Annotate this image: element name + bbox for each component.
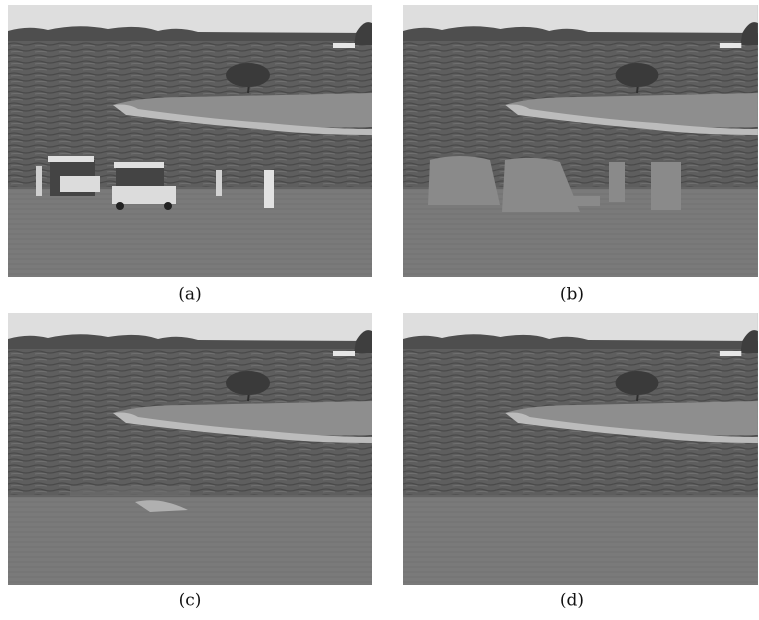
- page: (a) (b) (c) (d) (() => { const data = JS…: [0, 0, 759, 616]
- caption: (c): [179, 591, 202, 611]
- caption: (a): [178, 285, 201, 305]
- photo: [8, 5, 372, 277]
- panel-d: (d): [403, 313, 758, 611]
- photo: [8, 313, 372, 585]
- caption: (b): [560, 285, 584, 305]
- panel-a: (a): [8, 5, 372, 305]
- photo: [403, 313, 758, 585]
- panel-b: (b): [403, 5, 758, 305]
- figure: (a) (b) (c) (d): [0, 0, 759, 616]
- panel-c: (c): [8, 313, 372, 611]
- caption: (d): [560, 591, 584, 611]
- photo: [403, 5, 758, 277]
